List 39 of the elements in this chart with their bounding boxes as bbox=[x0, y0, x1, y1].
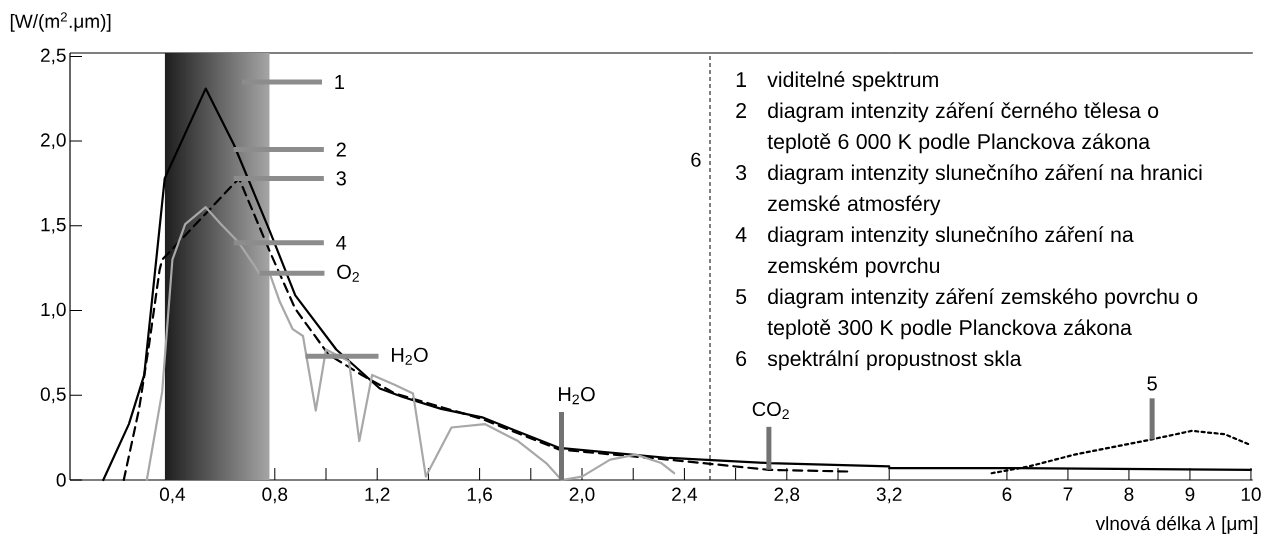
x-tick-label: 1,2 bbox=[365, 487, 390, 504]
annotation: 4 bbox=[336, 235, 347, 250]
x-tick-label: 1,6 bbox=[467, 487, 492, 504]
annotation: 3 bbox=[736, 165, 747, 181]
annotation: 4 bbox=[735, 227, 747, 242]
x-tick-label: 2,8 bbox=[774, 487, 800, 504]
annotation: viditelné spektrum bbox=[767, 71, 938, 92]
annotation: 6 bbox=[736, 351, 747, 367]
y-tick-label: 0,5 bbox=[40, 387, 66, 404]
annotation: 6 bbox=[691, 152, 701, 167]
x-tick-label: 8 bbox=[1124, 487, 1134, 501]
x-tick-label: 3,2 bbox=[876, 487, 902, 504]
annotation: CO$_{2}$ bbox=[752, 401, 789, 419]
annotation: O$_{2}$ bbox=[337, 264, 359, 282]
annotation: 5 bbox=[736, 289, 747, 305]
annotation: 1 bbox=[335, 75, 344, 89]
y-tick-label: 1,5 bbox=[41, 218, 66, 234]
annotation: 2 bbox=[736, 103, 746, 118]
x-tick-label: 0,8 bbox=[262, 487, 288, 504]
annotation: 1 bbox=[736, 72, 747, 87]
y-axis-title: [W/(m$^{2}$.μm)] bbox=[10, 12, 111, 32]
y-tick-label: 2,0 bbox=[41, 133, 66, 149]
x-tick-label: 9 bbox=[1185, 487, 1195, 501]
y-tick-label: 0 bbox=[56, 473, 66, 487]
annotation: H$_{2}$O bbox=[559, 387, 595, 405]
annotation: spektrální propustnost skla bbox=[767, 350, 1022, 371]
annotation: 5 bbox=[1147, 376, 1157, 391]
x-tick-label: 2,0 bbox=[569, 487, 595, 504]
x-tick-label: 0,4 bbox=[159, 487, 186, 504]
y-tick-label: 2,5 bbox=[41, 48, 66, 65]
x-tick-label: 7 bbox=[1063, 487, 1073, 501]
x-axis-title: vlnová délka λ [μm] bbox=[1095, 516, 1258, 534]
x-tick-label: 10 bbox=[1241, 487, 1261, 501]
annotation: 3 bbox=[336, 171, 346, 186]
y-tick-label: 1,0 bbox=[41, 302, 66, 319]
annotation: H$_{2}$O bbox=[392, 347, 428, 365]
x-tick-label: 2,4 bbox=[672, 487, 698, 504]
x-tick-label: 6 bbox=[1002, 487, 1012, 501]
annotation: 2 bbox=[336, 142, 346, 157]
